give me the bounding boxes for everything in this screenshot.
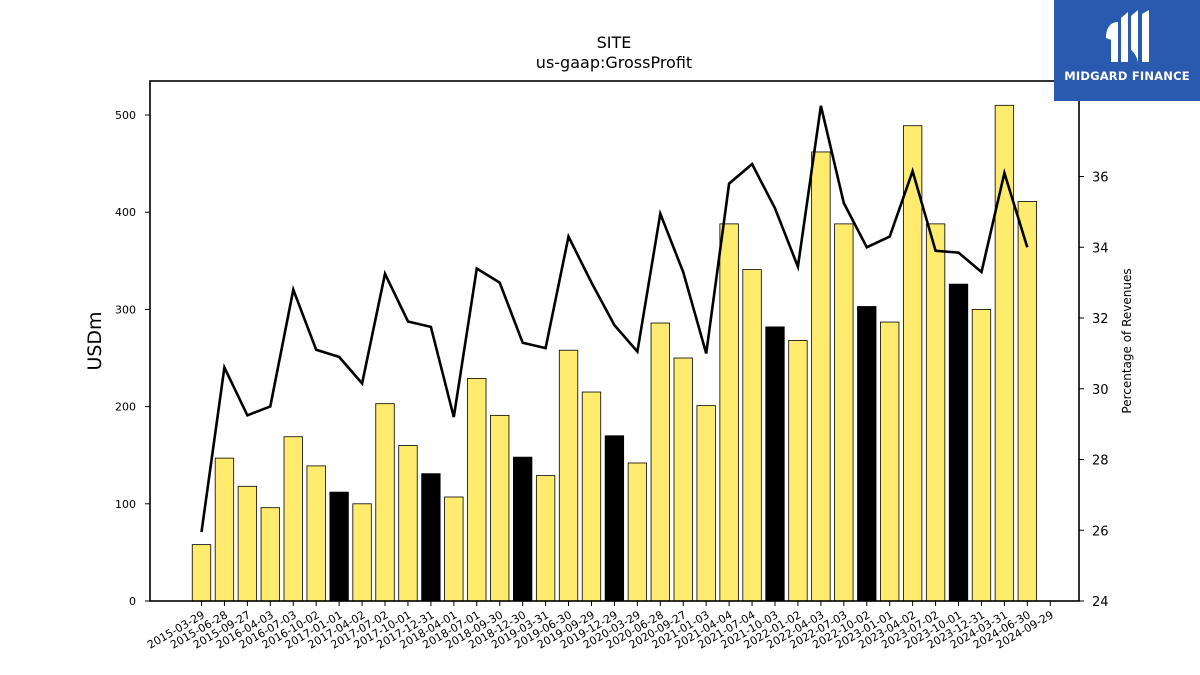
bar: [765, 326, 785, 602]
y2-tick-label: 26: [1092, 524, 1109, 539]
bar: [719, 223, 739, 602]
y-axis-label: USDm: [84, 311, 106, 370]
y2-tick-label: 34: [1092, 241, 1109, 256]
bar: [742, 269, 762, 602]
bar: [1017, 201, 1037, 602]
y2-tick-label: 24: [1092, 595, 1109, 610]
brand-logo: MIDGARD FINANCE: [1054, 0, 1200, 101]
chart-subtitle: us-gaap:GrossProfit: [536, 53, 692, 72]
bar: [214, 457, 235, 602]
y2-axis-label: Percentage of Revenues: [1120, 268, 1134, 413]
bar: [811, 151, 831, 602]
bar: [352, 503, 372, 602]
y2-tick-label: 30: [1092, 383, 1109, 398]
y2-tick-label: 36: [1092, 171, 1109, 186]
midgard-logo-icon: [1106, 10, 1149, 64]
bar: [535, 475, 556, 602]
brand-name: MIDGARD FINANCE: [1064, 69, 1190, 83]
bar: [444, 496, 464, 602]
percentage-line: [200, 105, 1029, 533]
bar: [375, 403, 395, 602]
y2-tick-label: 32: [1092, 312, 1109, 327]
bar: [994, 104, 1015, 602]
bar: [490, 414, 510, 602]
bar: [558, 349, 579, 602]
bar: [283, 436, 303, 602]
bar: [971, 309, 992, 602]
bar: [834, 223, 854, 602]
bar: [673, 357, 693, 602]
bar: [467, 378, 487, 602]
y-tick-label: 400: [115, 206, 136, 219]
bar: [237, 485, 258, 602]
bar: [650, 322, 670, 602]
y-tick-label: 500: [115, 109, 136, 122]
y-tick-label: 200: [115, 401, 136, 414]
bar: [788, 340, 808, 602]
bar: [513, 456, 533, 602]
bar: [329, 491, 349, 602]
bar: [925, 223, 946, 602]
bar: [581, 391, 602, 602]
bar: [306, 465, 326, 602]
bar: [857, 306, 877, 602]
y-tick-label: 100: [115, 498, 136, 511]
y2-tick-label: 28: [1092, 454, 1109, 469]
bar: [880, 321, 900, 602]
bar: [260, 507, 280, 602]
bar: [948, 283, 969, 602]
bar: [421, 473, 441, 602]
y-tick-label: 0: [129, 595, 136, 608]
chart-title: SITE: [597, 33, 632, 52]
bar: [696, 405, 716, 602]
bar: [604, 435, 625, 602]
bar: [627, 462, 648, 602]
bar: [398, 445, 418, 602]
bar: [191, 544, 212, 602]
y-tick-label: 300: [115, 303, 136, 316]
